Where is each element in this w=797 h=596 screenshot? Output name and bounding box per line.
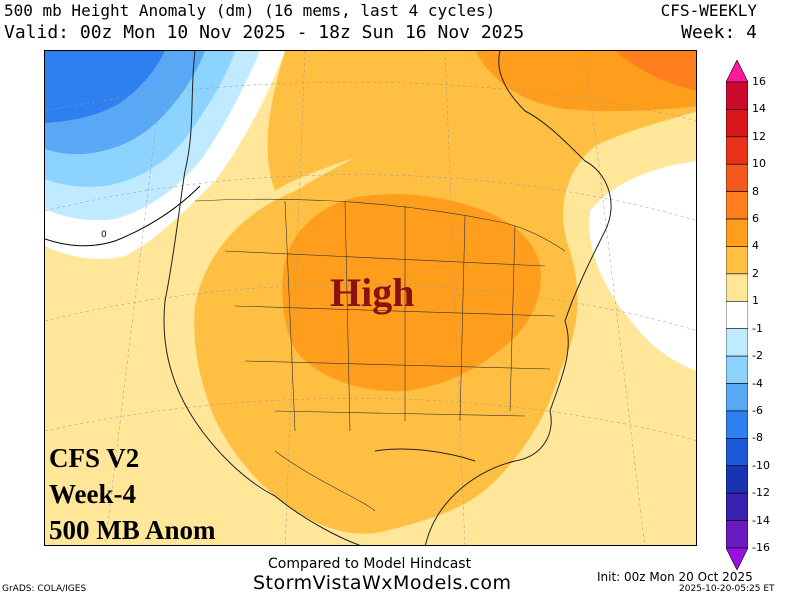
chart-title: 500 mb Height Anomaly (dm) (16 mems, las… xyxy=(4,1,496,20)
color-scale-label: -2 xyxy=(752,349,763,363)
color-scale-label: 8 xyxy=(752,184,759,198)
anomaly-map: High 0 CFS V2 Week-4 500 MB Anom xyxy=(44,50,697,546)
color-scale-label: 10 xyxy=(752,157,766,171)
color-scale-swatch xyxy=(726,246,748,275)
graticule xyxy=(45,51,696,545)
color-scale-label: -4 xyxy=(752,376,763,390)
color-scale-label: -8 xyxy=(752,431,763,445)
anomaly-fill-neg8 xyxy=(45,51,165,123)
color-scale-top xyxy=(726,60,748,83)
anomaly-fill-6to8 xyxy=(615,51,696,91)
anomaly-fill-atlantic-neg1 xyxy=(589,161,696,371)
anomaly-fill-4to6 xyxy=(282,194,541,392)
color-scale-swatch xyxy=(726,492,748,521)
color-scale-swatch xyxy=(726,520,748,549)
week-label: Week: 4 xyxy=(681,22,757,43)
grads-credit: GrADS: COLA/IGES xyxy=(2,584,87,594)
color-scale-swatch xyxy=(726,438,748,467)
overlay-model: CFS V2 xyxy=(49,443,140,473)
color-scale-label: 4 xyxy=(752,239,759,253)
overlay-field: 500 MB Anom xyxy=(49,515,216,545)
color-scale-label: -1 xyxy=(752,321,763,335)
color-scale-label: 14 xyxy=(752,102,766,116)
color-scale-label: -12 xyxy=(752,486,770,500)
high-pressure-label: High xyxy=(330,270,415,315)
hindcast-note: Compared to Model Hindcast xyxy=(268,556,472,572)
color-scale-swatch xyxy=(726,136,748,165)
color-scale-swatch xyxy=(726,355,748,384)
color-scale-swatch xyxy=(726,163,748,192)
map-graphic xyxy=(45,51,696,545)
color-scale-swatch xyxy=(726,191,748,220)
valid-time: Valid: 00z Mon 10 Nov 2025 - 18z Sun 16 … xyxy=(4,22,525,43)
contour-label: 0 xyxy=(101,230,107,240)
color-scale-label: 1 xyxy=(752,294,759,308)
timestamp: 2025-10-20-05:25 ET xyxy=(679,584,775,594)
site-name: StormVistaWxModels.com xyxy=(253,572,512,594)
zero-contour xyxy=(45,185,201,247)
color-scale-swatch xyxy=(726,81,748,110)
color-scale-swatch xyxy=(726,328,748,357)
color-scale-label: 2 xyxy=(752,266,759,280)
color-scale xyxy=(726,60,748,570)
color-scale-swatch xyxy=(726,465,748,494)
color-scale-label: -14 xyxy=(752,513,770,527)
color-scale-label: 6 xyxy=(752,212,759,226)
overlay-week: Week-4 xyxy=(49,479,136,509)
color-scale-swatch xyxy=(726,300,748,330)
color-scale-label: -6 xyxy=(752,403,763,417)
color-scale-swatch xyxy=(726,273,748,302)
init-time: Init: 00z Mon 20 Oct 2025 xyxy=(597,570,753,584)
political-boundaries xyxy=(194,198,566,512)
color-scale-label: 12 xyxy=(752,129,766,143)
color-scale-label: 16 xyxy=(752,75,766,88)
color-scale-label: -10 xyxy=(752,458,770,472)
color-scale-swatch xyxy=(726,109,748,138)
coastlines xyxy=(163,51,612,545)
color-scale-swatch xyxy=(726,410,748,439)
color-scale-swatch xyxy=(726,383,748,412)
color-scale-bottom xyxy=(726,547,748,570)
color-scale-swatch xyxy=(726,218,748,247)
color-scale-label: -16 xyxy=(752,541,770,554)
model-label: CFS-WEEKLY xyxy=(660,1,757,20)
